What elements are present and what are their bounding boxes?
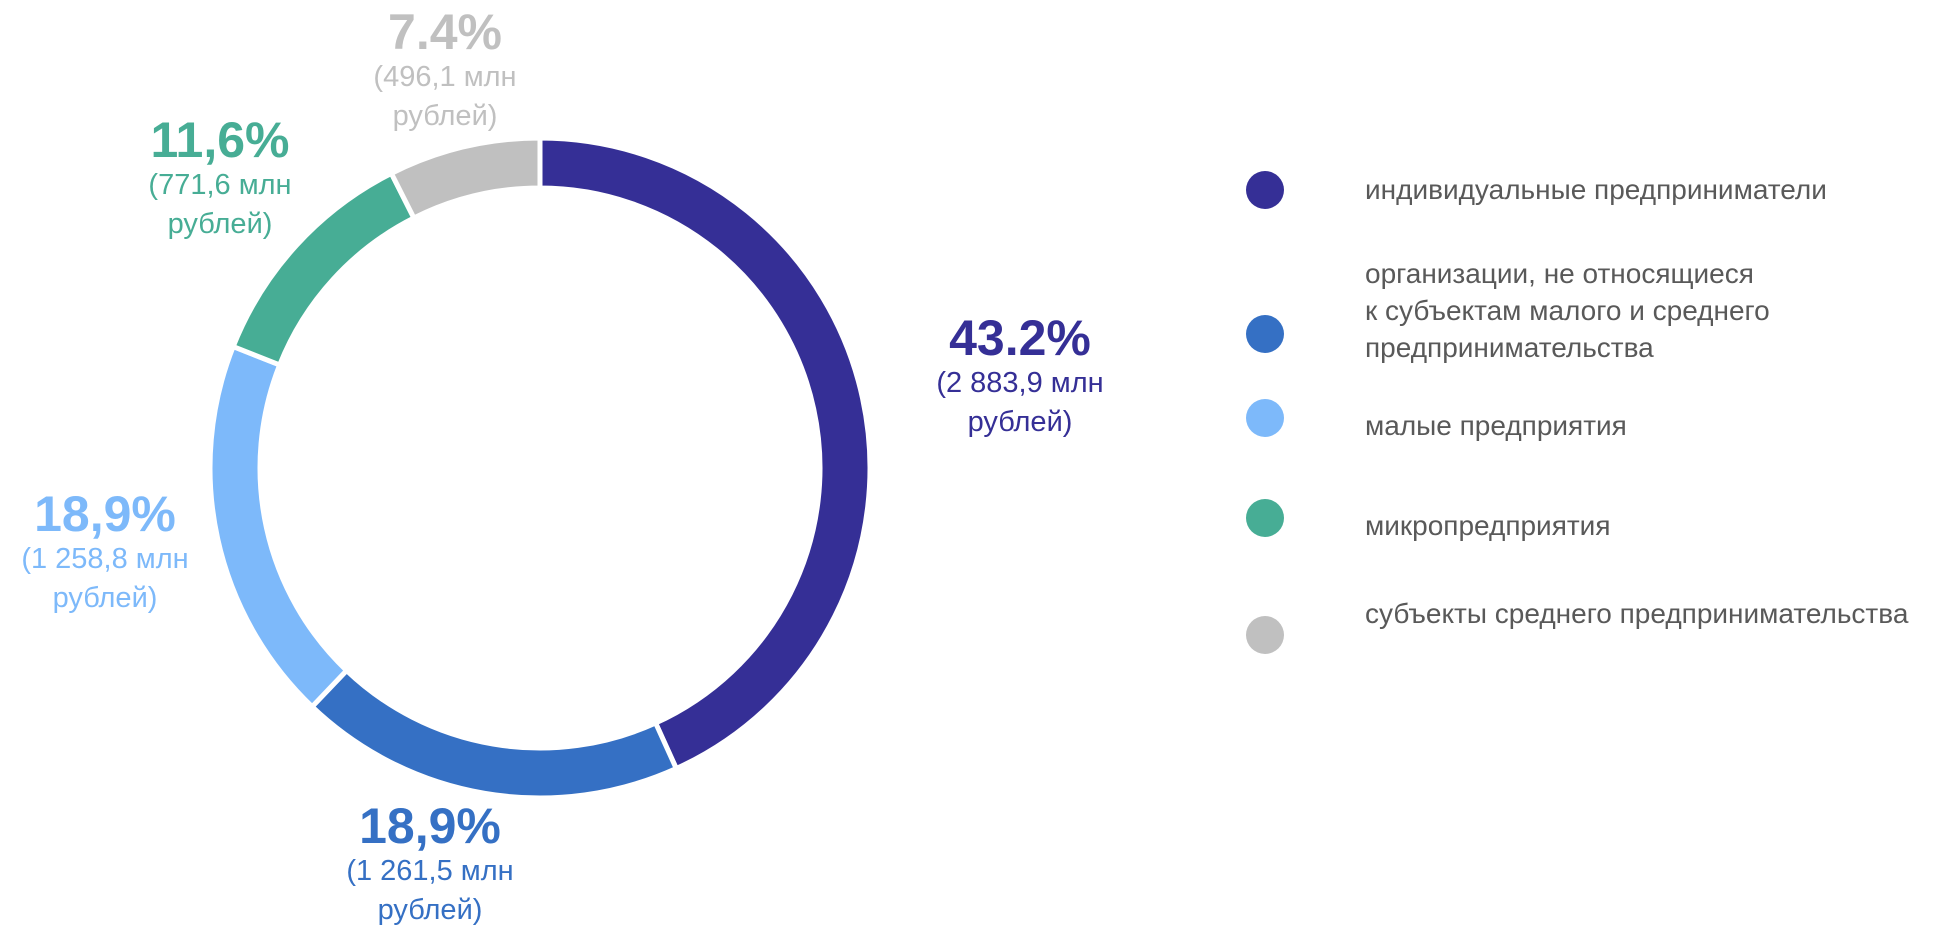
slice-amount: (1 258,8 млн рублей) [21, 543, 189, 614]
legend-marker [1246, 315, 1284, 353]
legend-marker [1246, 616, 1284, 654]
donut-slice-small-enterprises [207, 343, 351, 711]
slice-percent: 18,9% [34, 486, 176, 542]
legend-marker [1246, 171, 1284, 209]
legend-label: организации, не относящиеся к субъектам … [1365, 258, 1770, 363]
legend-label: микропредприятия [1365, 510, 1611, 541]
slice-amount: (496,1 млн рублей) [373, 61, 517, 132]
donut-slice-individual-entrepreneurs [537, 135, 873, 772]
donut-slice-non-sme-organizations [308, 666, 680, 801]
slice-label-medium-enterprises: 7.4% (496,1 млн рублей) [310, 6, 580, 136]
slice-percent: 11,6% [150, 112, 290, 168]
legend-label: индивидуальные предприниматели [1365, 174, 1827, 205]
legend-item-medium-enterprises: субъекты среднего предпринимательства [1230, 595, 1945, 675]
legend-label: малые предприятия [1365, 410, 1627, 441]
legend-label: субъекты среднего предпринимательства [1365, 598, 1909, 629]
legend-item-non-sme-organizations: организации, не относящиеся к субъектам … [1230, 255, 1945, 363]
slice-amount: (771,6 млн рублей) [148, 169, 292, 240]
donut-slice-medium-enterprises [388, 135, 543, 222]
slice-percent: 7.4% [388, 4, 502, 60]
slice-label-small-enterprises: 18,9% (1 258,8 млн рублей) [0, 488, 210, 618]
legend-marker [1246, 499, 1284, 537]
slice-label-micro-enterprises: 11,6% (771,6 млн рублей) [80, 114, 360, 244]
slice-label-non-sme-organizations: 18,9% (1 261,5 млн рублей) [280, 800, 580, 930]
slice-percent: 43.2% [949, 310, 1091, 366]
slice-label-individual-entrepreneurs: 43.2% (2 883,9 млн рублей) [870, 312, 1170, 442]
legend-item-small-enterprises: малые предприятия [1230, 395, 1945, 475]
slice-percent: 18,9% [359, 798, 501, 854]
legend-item-micro-enterprises: микропредприятия [1230, 495, 1945, 575]
legend-item-individual-entrepreneurs: индивидуальные предприниматели [1230, 155, 1945, 235]
slice-amount: (2 883,9 млн рублей) [936, 367, 1104, 438]
legend-marker [1246, 399, 1284, 437]
slice-amount: (1 261,5 млн рублей) [346, 855, 514, 926]
